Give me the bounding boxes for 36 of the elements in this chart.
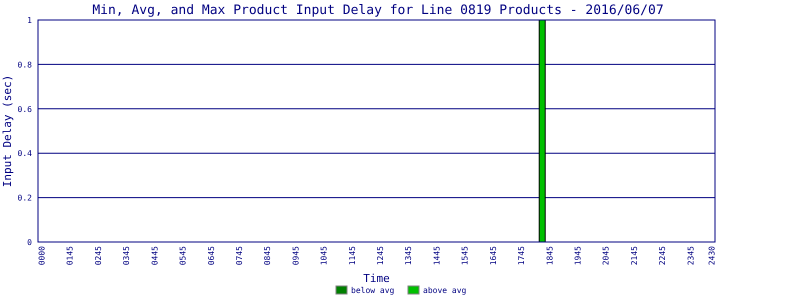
y-tick-label: 0 [27,238,32,247]
x-tick-label: 0945 [291,246,300,266]
legend-label: below avg [351,286,395,295]
x-tick-label: 0445 [150,246,160,266]
x-tick-label: 1945 [573,246,582,266]
legend-label: above avg [423,286,467,295]
x-tick-label: 1845 [545,246,554,266]
x-tick-label: 0245 [94,246,103,266]
x-tick-label: 0645 [206,246,216,266]
x-tick-label: 2045 [602,246,611,266]
x-tick-label: 1345 [404,246,414,266]
x-axis-title: Time [363,272,390,285]
x-tick-label: 0345 [122,246,132,266]
x-tick-label: 0845 [263,246,272,266]
x-tick-label: 0745 [234,246,244,266]
x-tick-label: 1445 [432,246,442,266]
x-tick-label: 1245 [376,246,386,266]
x-tick-label: 2430 [707,246,716,266]
chart-title: Min, Avg, and Max Product Input Delay for Line 0819 Products - 2016/06/07 [92,3,664,18]
x-tick-label: 1645 [488,246,498,266]
x-tick-label: 1745 [517,246,526,266]
x-tick-label: 0145 [66,246,75,266]
y-tick-label: 0.6 [18,104,32,114]
y-tick-label: 0.8 [18,60,32,70]
x-tick-label: 0000 [38,246,47,266]
x-tick-label: 1145 [348,246,357,266]
x-tick-label: 2245 [658,246,668,266]
x-tick-label: 2145 [630,246,639,266]
y-axis-title: Input Delay (sec) [1,74,14,188]
y-tick-label: 0.2 [18,194,32,203]
x-tick-label: 1045 [320,246,329,266]
x-tick-label: 1545 [460,246,470,266]
x-tick-label: 0545 [178,246,188,266]
y-tick-label: 0.4 [18,149,32,158]
x-tick-label: 2345 [686,246,696,266]
y-tick-label: 1 [27,16,32,25]
